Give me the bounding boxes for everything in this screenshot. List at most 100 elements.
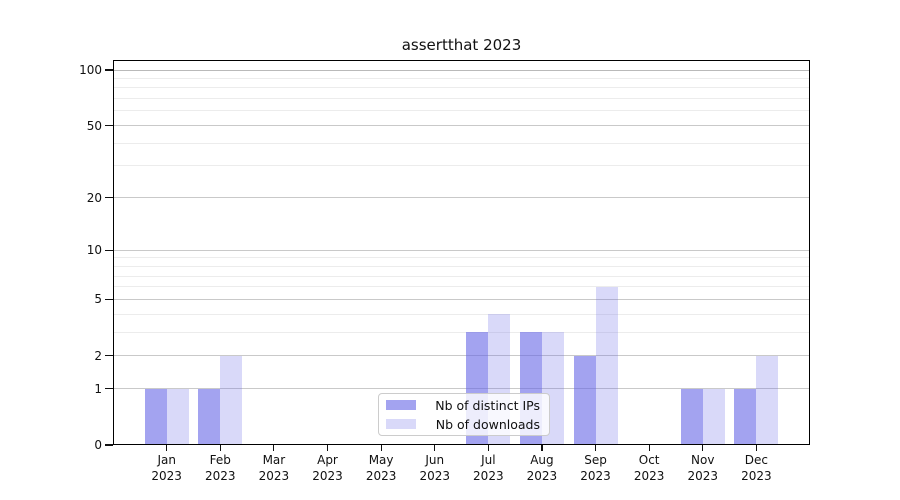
bar-nb-of-downloads-nov	[702, 388, 725, 445]
x-tick-label-may: May 2023	[351, 453, 411, 484]
bar-nb-of-downloads-dec	[756, 355, 779, 445]
gridline-50	[113, 125, 810, 127]
x-tick-label-jun: Jun 2023	[405, 453, 465, 484]
legend-label-distinct-ips: Nb of distinct IPs	[435, 397, 540, 413]
x-tick-month: Aug	[530, 453, 554, 467]
bar-nb-of-distinct-ips-jan	[144, 388, 167, 445]
gridline-100	[113, 69, 810, 71]
y-tick-label-100: 100	[79, 63, 102, 77]
x-tick-mark-jun	[434, 445, 436, 451]
gridline-80	[113, 87, 810, 89]
x-tick-label-feb: Feb 2023	[190, 453, 250, 484]
x-tick-year: 2023	[312, 468, 343, 483]
gridline-9	[113, 257, 810, 259]
x-tick-month: Dec	[744, 453, 768, 467]
x-tick-mark-jan	[166, 445, 168, 451]
y-tick-mark-100	[105, 69, 113, 71]
x-tick-year: 2023	[258, 468, 290, 483]
legend-swatch-downloads	[386, 419, 416, 429]
x-tick-mark-dec	[755, 445, 757, 451]
bar-nb-of-downloads-sep	[595, 286, 618, 445]
y-tick-label-1: 1	[94, 381, 102, 396]
y-tick-mark-2	[105, 355, 113, 357]
gridline-2	[113, 355, 810, 357]
chart-title: assertthat 2023	[401, 36, 522, 54]
x-tick-label-dec: Dec 2023	[726, 453, 786, 484]
gridline-30	[113, 165, 810, 167]
gridline-7	[113, 275, 810, 277]
y-tick-label-20: 20	[86, 190, 102, 205]
y-tick-mark-0	[105, 444, 113, 446]
y-tick-label-0: 0	[94, 438, 102, 452]
gridline-10	[113, 249, 810, 251]
x-tick-mark-mar	[273, 445, 275, 451]
gridline-5	[113, 298, 810, 300]
x-tick-year: 2023	[633, 468, 665, 483]
x-tick-month: Apr	[317, 453, 338, 467]
x-tick-mark-aug	[541, 445, 543, 451]
x-tick-month: Nov	[691, 453, 715, 467]
gridline-90	[113, 77, 810, 79]
y-tick-label-10: 10	[86, 243, 102, 258]
x-tick-label-jul: Jul 2023	[458, 453, 518, 484]
x-tick-label-apr: Apr 2023	[298, 453, 358, 484]
bar-nb-of-downloads-jan	[166, 388, 189, 445]
x-tick-label-aug: Aug 2023	[512, 453, 572, 484]
x-tick-year: 2023	[741, 468, 772, 483]
legend-swatch-distinct-ips	[386, 400, 416, 410]
x-tick-year: 2023	[205, 468, 236, 483]
bar-nb-of-distinct-ips-feb	[198, 388, 221, 445]
y-tick-mark-50	[105, 124, 113, 127]
gridline-70	[113, 98, 810, 100]
x-tick-year: 2023	[419, 468, 450, 483]
x-tick-year: 2023	[580, 468, 611, 483]
bar-nb-of-distinct-ips-nov	[680, 388, 703, 445]
plot-area	[113, 60, 810, 445]
gridline-8	[113, 265, 810, 267]
x-tick-year: 2023	[365, 468, 397, 483]
gridline-40	[113, 142, 810, 144]
x-tick-month: Jun	[425, 453, 445, 467]
y-tick-label-2: 2	[94, 348, 102, 363]
x-tick-year: 2023	[151, 468, 182, 483]
x-tick-label-jan: Jan 2023	[137, 453, 197, 484]
bar-nb-of-downloads-feb	[220, 355, 243, 445]
x-tick-month: Mar	[262, 453, 286, 467]
x-tick-mark-sep	[594, 445, 597, 451]
gridline-60	[113, 110, 810, 112]
legend-item-distinct-ips: Nb of distinct IPs	[386, 398, 540, 413]
gridline-20	[113, 197, 810, 199]
legend-label-downloads: Nb of downloads	[435, 416, 540, 432]
y-tick-label-50: 50	[86, 118, 102, 133]
x-tick-mark-nov	[702, 445, 704, 451]
y-tick-mark-20	[105, 197, 113, 199]
gridline-1	[113, 388, 810, 390]
bar-nb-of-distinct-ips-sep	[573, 355, 596, 445]
gridline-3	[113, 331, 810, 333]
x-tick-label-mar: Mar 2023	[244, 453, 304, 484]
x-tick-label-sep: Sep 2023	[566, 453, 626, 484]
x-tick-year: 2023	[687, 468, 719, 483]
y-tick-mark-5	[105, 298, 113, 300]
x-tick-month: Jul	[481, 453, 496, 467]
gridline-6	[113, 286, 810, 288]
y-tick-mark-1	[105, 388, 113, 390]
bar-nb-of-distinct-ips-dec	[734, 388, 757, 445]
x-tick-label-oct: Oct 2023	[619, 453, 679, 484]
x-tick-month: Jan	[157, 453, 176, 467]
y-tick-mark-10	[105, 249, 113, 251]
x-tick-mark-jul	[487, 445, 489, 451]
y-tick-label-5: 5	[94, 292, 102, 307]
x-tick-label-nov: Nov 2023	[673, 453, 733, 484]
x-tick-year: 2023	[526, 468, 558, 483]
x-tick-mark-apr	[326, 445, 329, 451]
legend-item-downloads: Nb of downloads	[386, 417, 540, 432]
x-tick-year: 2023	[473, 468, 504, 483]
x-tick-month: Sep	[584, 453, 607, 467]
x-tick-mark-may	[380, 445, 382, 451]
legend: Nb of distinct IPs Nb of downloads	[378, 393, 550, 436]
x-tick-mark-oct	[648, 445, 650, 451]
x-tick-mark-feb	[219, 445, 221, 451]
x-tick-month: Feb	[209, 453, 231, 467]
